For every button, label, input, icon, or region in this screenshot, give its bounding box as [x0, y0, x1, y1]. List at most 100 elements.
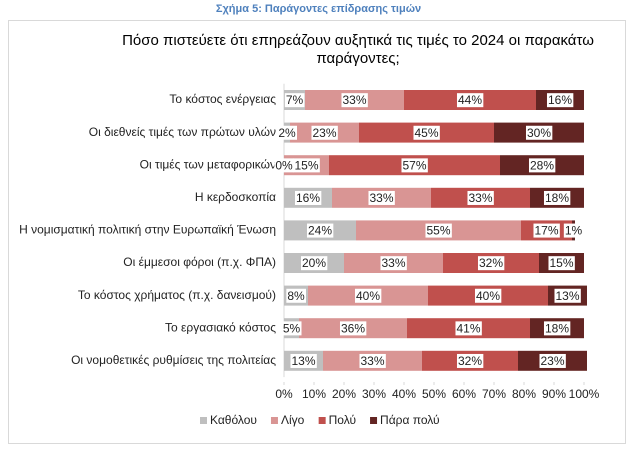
data-label: 33% — [369, 191, 393, 205]
category-label: Οι διεθνείς τιμές των πρώτων υλών — [89, 125, 276, 139]
chart-title: Πόσο πιστεύετε ότι επηρεάζουν αυξητικά τ… — [122, 32, 594, 67]
x-tick-label: 40% — [392, 387, 416, 401]
x-tick-label: 60% — [452, 387, 476, 401]
data-label-bg — [543, 321, 571, 336]
x-tick-label: 80% — [512, 387, 536, 401]
category-label: Οι τιμές των μεταφορικών — [140, 157, 276, 171]
x-tick-label: 0% — [275, 387, 293, 401]
data-label-bg — [474, 288, 502, 303]
data-label: 8% — [287, 289, 305, 303]
data-label: 32% — [458, 354, 482, 368]
data-label-bg — [277, 125, 298, 140]
data-label: 18% — [545, 191, 569, 205]
data-label-bg — [554, 288, 581, 303]
data-label-bg — [284, 93, 305, 108]
data-label-bg — [425, 223, 452, 238]
x-tick-label: 70% — [482, 387, 506, 401]
data-label-bg — [300, 256, 328, 271]
data-label-bg — [548, 256, 575, 271]
data-label-bg — [311, 125, 338, 140]
data-label: 23% — [312, 126, 336, 140]
data-label: 33% — [342, 93, 366, 107]
data-label: 40% — [476, 289, 500, 303]
chart-frame — [8, 20, 626, 444]
legend-label: Πολύ — [329, 413, 356, 427]
data-label: 17% — [534, 224, 558, 238]
legend-swatch — [318, 417, 326, 424]
data-label: 33% — [468, 191, 492, 205]
figure-caption: Σχήμα 5: Παράγοντες επίδρασης τιμών — [215, 3, 422, 15]
category-label: Το κόστος ενέργειας — [169, 92, 276, 106]
data-label: 24% — [308, 224, 332, 238]
data-label-bg — [401, 158, 428, 173]
data-label-bg — [533, 223, 560, 238]
data-label: 0% — [275, 158, 293, 172]
data-label: 57% — [402, 158, 426, 172]
data-label-bg — [456, 93, 484, 108]
category-label: Η κερδοσκοπία — [195, 190, 276, 204]
data-label: 18% — [545, 321, 569, 335]
data-label: 13% — [291, 354, 315, 368]
legend-swatch — [270, 417, 278, 424]
category-label: Το εργασιακό κόστος — [165, 320, 276, 334]
data-label-bg — [413, 125, 440, 140]
legend-label: Καθόλου — [210, 413, 257, 427]
data-label: 16% — [296, 191, 320, 205]
x-tick-label: 90% — [542, 387, 566, 401]
data-label: 45% — [414, 126, 438, 140]
data-label: 44% — [458, 93, 482, 107]
data-label-bg — [281, 321, 302, 336]
x-tick-label: 50% — [422, 387, 446, 401]
data-label: 28% — [530, 158, 554, 172]
data-label-bg — [286, 288, 307, 303]
data-label-bg — [380, 256, 407, 271]
data-label-bg — [339, 321, 367, 336]
data-label-bg — [563, 223, 584, 238]
data-label: 40% — [356, 289, 380, 303]
data-label-bg — [293, 158, 320, 173]
data-label-bg — [477, 256, 505, 271]
data-label-bg — [539, 353, 566, 368]
legend-label: Πάρα πολύ — [380, 413, 440, 427]
data-label-bg — [294, 190, 322, 205]
data-label-bg — [467, 190, 494, 205]
legend-swatch — [370, 417, 378, 424]
data-label: 36% — [341, 321, 365, 335]
x-tick-label: 20% — [332, 387, 356, 401]
data-label: 55% — [426, 224, 450, 238]
category-label: Οι νομοθετικές ρυθμίσεις της πολιτείας — [71, 353, 276, 367]
category-label: Η νομισματική πολιτική στην Ευρωπαϊκή Έν… — [19, 223, 276, 237]
data-label: 33% — [360, 354, 384, 368]
data-label-bg — [456, 353, 484, 368]
data-label: 15% — [549, 256, 573, 270]
data-label-bg — [455, 321, 482, 336]
data-label: 5% — [283, 321, 301, 335]
x-tick-label: 30% — [362, 387, 386, 401]
data-label: 41% — [456, 321, 480, 335]
data-label-bg — [525, 125, 553, 140]
data-label: 2% — [278, 126, 296, 140]
data-label: 30% — [527, 126, 551, 140]
data-label-bg — [359, 353, 386, 368]
data-label-bg — [274, 158, 295, 173]
data-label: 32% — [479, 256, 503, 270]
data-label: 15% — [294, 158, 318, 172]
data-label-bg — [543, 190, 571, 205]
data-label-bg — [546, 93, 574, 108]
data-label: 20% — [302, 256, 326, 270]
category-label: Το κόστος χρήματος (π.χ. δανεισμού) — [78, 288, 276, 302]
legend-swatch — [200, 417, 207, 424]
data-label: 7% — [286, 93, 304, 107]
data-label: 16% — [548, 93, 572, 107]
x-tick-label: 100% — [569, 387, 600, 401]
category-label: Οι έμμεσοι φόροι (π.χ. ΦΠΑ) — [123, 255, 276, 269]
data-label: 33% — [381, 256, 405, 270]
data-label: 13% — [555, 289, 579, 303]
data-label-bg — [368, 190, 395, 205]
legend-label: Λίγο — [281, 413, 305, 427]
data-label: 1% — [565, 224, 583, 238]
data-label-bg — [341, 93, 368, 108]
data-label-bg — [306, 223, 334, 238]
data-label-bg — [290, 353, 317, 368]
